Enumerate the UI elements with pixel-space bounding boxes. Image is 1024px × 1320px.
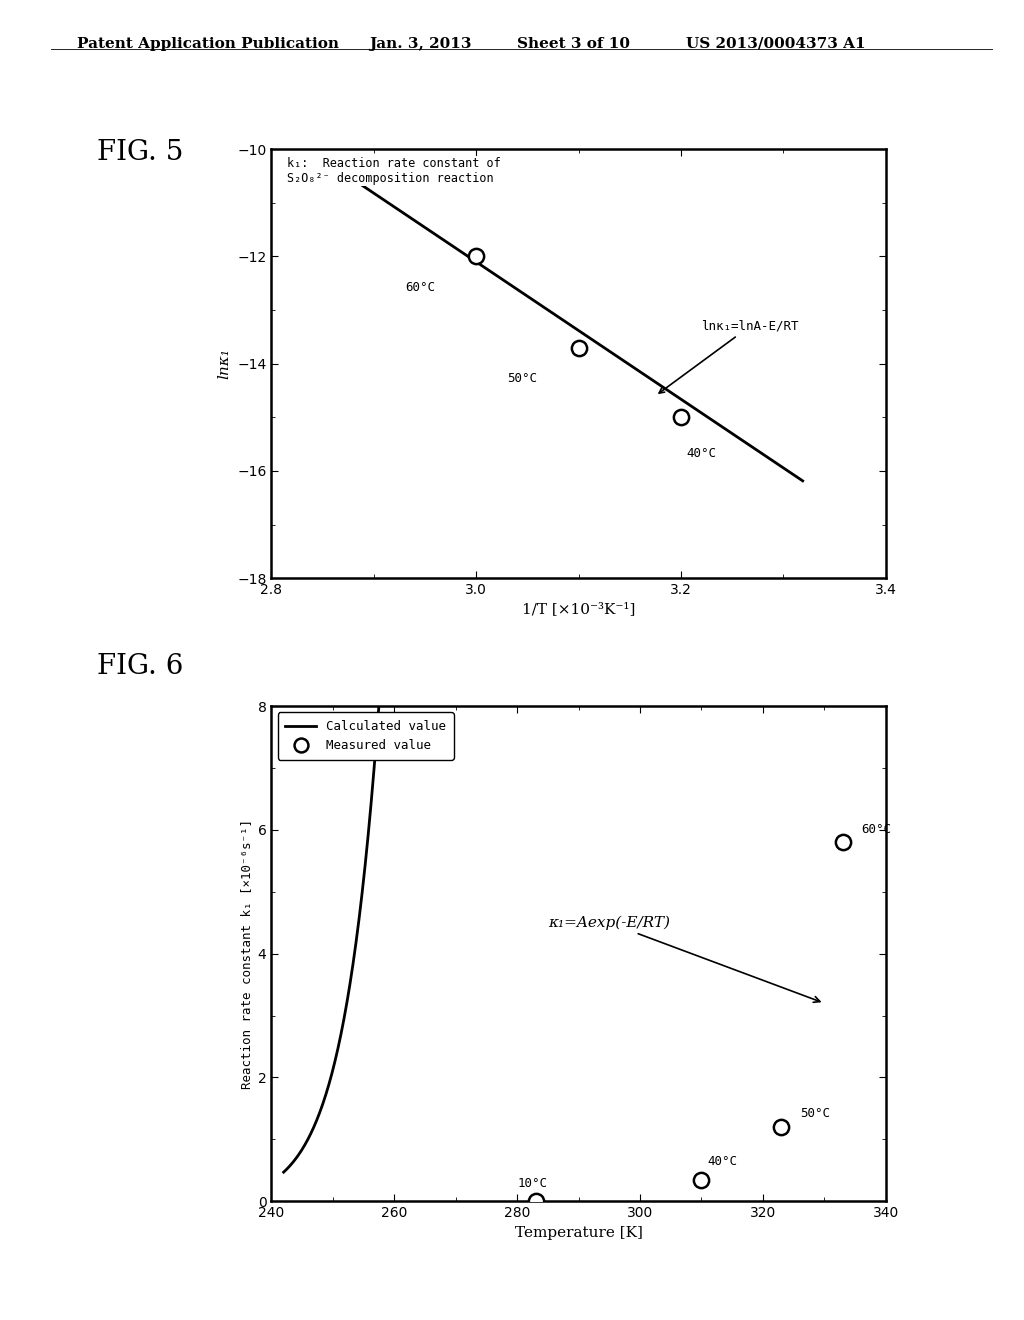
Text: 10°C: 10°C xyxy=(517,1177,547,1191)
Text: κ₁=Aexp(-E/RT): κ₁=Aexp(-E/RT) xyxy=(548,916,820,1002)
Text: FIG. 6: FIG. 6 xyxy=(97,653,183,680)
Y-axis label: lnκ₁: lnκ₁ xyxy=(217,348,231,379)
Text: 40°C: 40°C xyxy=(708,1155,737,1168)
Text: 60°C: 60°C xyxy=(861,824,891,836)
Text: 50°C: 50°C xyxy=(800,1106,829,1119)
X-axis label: Temperature [K]: Temperature [K] xyxy=(515,1225,642,1239)
Text: lnκ₁=lnA-E/RT: lnκ₁=lnA-E/RT xyxy=(659,319,799,393)
Legend: Calculated value, Measured value: Calculated value, Measured value xyxy=(278,713,454,760)
Text: Jan. 3, 2013: Jan. 3, 2013 xyxy=(369,37,471,51)
Text: Sheet 3 of 10: Sheet 3 of 10 xyxy=(517,37,630,51)
Text: Patent Application Publication: Patent Application Publication xyxy=(77,37,339,51)
Text: k₁:  Reaction rate constant of
S₂O₈²⁻ decomposition reaction: k₁: Reaction rate constant of S₂O₈²⁻ dec… xyxy=(287,157,501,185)
Text: 40°C: 40°C xyxy=(686,446,717,459)
Text: 50°C: 50°C xyxy=(507,372,538,384)
Text: US 2013/0004373 A1: US 2013/0004373 A1 xyxy=(686,37,865,51)
Text: 60°C: 60°C xyxy=(404,281,435,293)
X-axis label: 1/T [×10⁻³K⁻¹]: 1/T [×10⁻³K⁻¹] xyxy=(522,602,635,616)
Text: FIG. 5: FIG. 5 xyxy=(97,139,183,165)
Y-axis label: Reaction rate constant k₁ [×10⁻⁶s⁻¹]: Reaction rate constant k₁ [×10⁻⁶s⁻¹] xyxy=(241,818,254,1089)
